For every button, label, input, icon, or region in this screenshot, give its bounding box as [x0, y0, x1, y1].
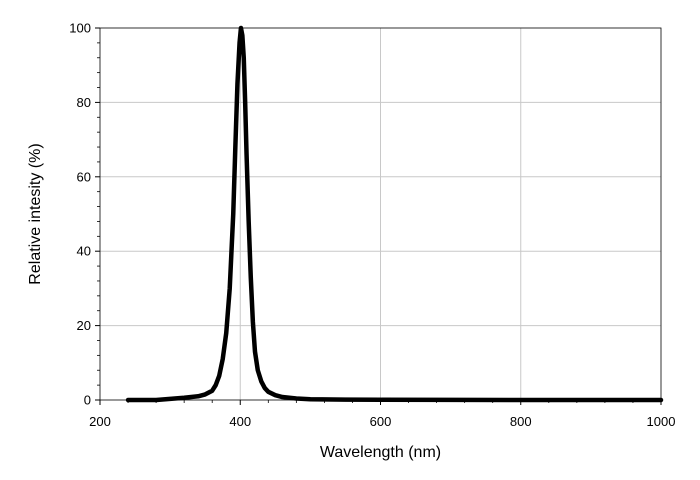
y-tick-label: 80	[77, 95, 91, 110]
y-axis-title: Relative intesity (%)	[27, 143, 44, 284]
x-tick-label: 200	[89, 414, 111, 429]
y-tick-label: 20	[77, 318, 91, 333]
x-tick-label: 400	[229, 414, 251, 429]
x-tick-label: 1000	[647, 414, 676, 429]
grid-layer	[100, 28, 661, 400]
x-axis-title: Wavelength (nm)	[320, 444, 441, 461]
y-tick-label: 40	[77, 244, 91, 259]
spectrum-line	[125, 25, 664, 403]
tick-layer: 0 20 40 60 80 100 200 400 600 800 1000	[69, 21, 675, 430]
series-layer	[125, 25, 664, 403]
y-tick-label: 100	[69, 21, 91, 36]
y-tick-label: 0	[84, 393, 91, 408]
x-tick-label: 800	[510, 414, 532, 429]
x-tick-label: 600	[370, 414, 392, 429]
y-tick-label: 60	[77, 169, 91, 184]
